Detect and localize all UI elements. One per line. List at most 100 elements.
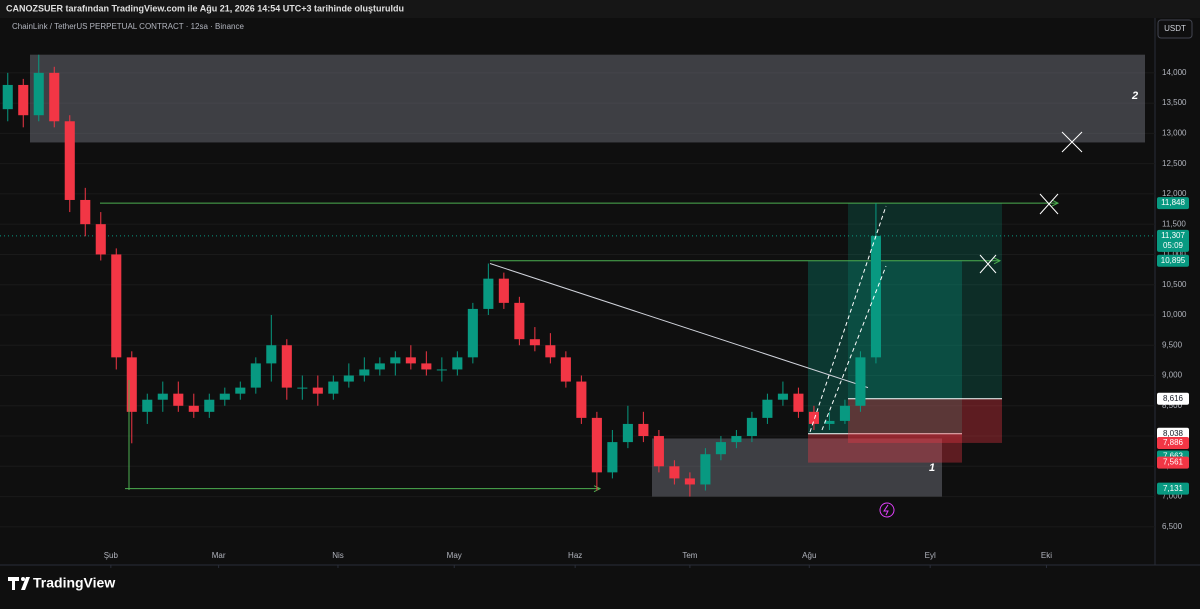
x-tick-label: May: [447, 551, 462, 560]
header-caption: CANOZSUER tarafından TradingView.com ile…: [6, 3, 404, 13]
price-label: 11,848: [1161, 198, 1185, 207]
candle-body: [700, 454, 711, 485]
candle-body: [591, 417, 602, 473]
currency-label: USDT: [1164, 24, 1186, 33]
stop-zone: [808, 433, 962, 463]
currency-button[interactable]: [1157, 19, 1193, 39]
candle-body: [95, 224, 106, 255]
tv-logo-dot: [21, 577, 25, 581]
candle-body: [33, 72, 44, 116]
tv-logo: [8, 577, 30, 590]
y-tick-label: 11,500: [1162, 219, 1186, 228]
cross-mark: [1061, 131, 1083, 153]
projection-line: [809, 205, 887, 433]
y-tick-label: 13,500: [1162, 98, 1187, 107]
symbol-title: ChainLink / TetherUS PERPETUAL CONTRACT …: [12, 22, 244, 31]
level-arrow: [593, 485, 602, 493]
x-tick-label: Haz: [568, 551, 582, 560]
candle-body: [266, 345, 277, 364]
y-tick-label: 10,000: [1162, 310, 1187, 319]
candle-body: [483, 278, 494, 309]
current-price-box: [1157, 229, 1189, 252]
candle-body: [669, 466, 680, 479]
candle-body: [855, 357, 866, 406]
y-tick-label: 9,500: [1162, 340, 1183, 349]
x-tick-label: Eyl: [925, 551, 936, 560]
candle-body: [126, 357, 137, 412]
price-label-box: [1157, 456, 1189, 469]
price-label: 7,561: [1163, 458, 1184, 467]
price-label: 7,663: [1163, 452, 1184, 461]
x-tick-label: Şub: [104, 551, 119, 560]
price-label-box: [1157, 436, 1189, 449]
y-tick-label: 12,500: [1162, 159, 1187, 168]
zone: [30, 54, 1145, 143]
candle-body: [64, 121, 75, 200]
candle-body: [374, 363, 385, 370]
zone: [652, 438, 942, 497]
y-tick-label: 10,500: [1162, 280, 1187, 289]
candle-body: [281, 345, 292, 388]
candle-body: [18, 84, 29, 116]
stop-zone: [848, 398, 1002, 443]
event-icon-bolt: [883, 504, 889, 516]
candle-body: [452, 357, 463, 370]
tv-logo-mark: [8, 577, 30, 590]
plot-area: 21: [0, 54, 1155, 528]
candle-body: [142, 399, 153, 412]
y-tick-label: 12,000: [1162, 189, 1187, 198]
x-tick-label: Tem: [682, 551, 697, 560]
candle-body: [80, 199, 91, 225]
price-label: 7,131: [1163, 484, 1184, 493]
candle-body: [328, 381, 339, 394]
candle-body: [793, 393, 804, 412]
y-tick-label: 14,000: [1162, 68, 1187, 77]
candle-body: [343, 375, 354, 382]
x-tick-label: Ağu: [802, 551, 816, 560]
target-zone: [808, 260, 962, 434]
y-tick-label: 7,000: [1162, 492, 1183, 501]
drawings: [128, 131, 1083, 518]
price-label: 10,895: [1161, 256, 1186, 265]
candle-body: [498, 278, 509, 303]
candle-body: [49, 72, 60, 122]
zone-label: 1: [929, 462, 935, 474]
projection-line: [821, 265, 887, 431]
candle-body: [157, 393, 168, 400]
zone-label: 2: [1131, 90, 1138, 102]
candle-body: [421, 363, 432, 370]
level-arrow: [1051, 199, 1060, 207]
candle-body: [576, 381, 587, 418]
cross-mark: [979, 254, 997, 274]
candle-body: [560, 357, 571, 382]
candle-body: [777, 393, 788, 400]
y-tick-label: 11,000: [1162, 250, 1186, 259]
candle-body: [715, 442, 726, 455]
price-label-box: [1157, 392, 1189, 405]
candle-body: [607, 442, 618, 473]
cross-mark: [1039, 193, 1059, 215]
x-tick-label: Eki: [1041, 551, 1052, 560]
candle-body: [359, 369, 370, 376]
header-bar: [0, 0, 1200, 18]
candle-body: [870, 235, 881, 358]
candle-body: [684, 478, 695, 485]
candle-body: [839, 405, 850, 421]
level-arrow: [993, 257, 1002, 265]
candle-body: [746, 417, 757, 437]
candle-body: [219, 393, 230, 400]
candle-body: [297, 387, 308, 389]
candle-body: [436, 369, 447, 371]
candle-body: [467, 308, 478, 358]
candle-body: [808, 411, 819, 424]
candle-body: [312, 387, 323, 394]
candle-body: [529, 339, 540, 346]
current-price-label: 11,307: [1161, 231, 1185, 240]
candle-body: [235, 387, 246, 394]
event-icon[interactable]: [879, 502, 895, 518]
price-label: 8,616: [1163, 394, 1184, 403]
candle-body: [111, 254, 122, 358]
y-tick-label: 6,500: [1162, 522, 1183, 531]
candle-body: [638, 423, 649, 437]
